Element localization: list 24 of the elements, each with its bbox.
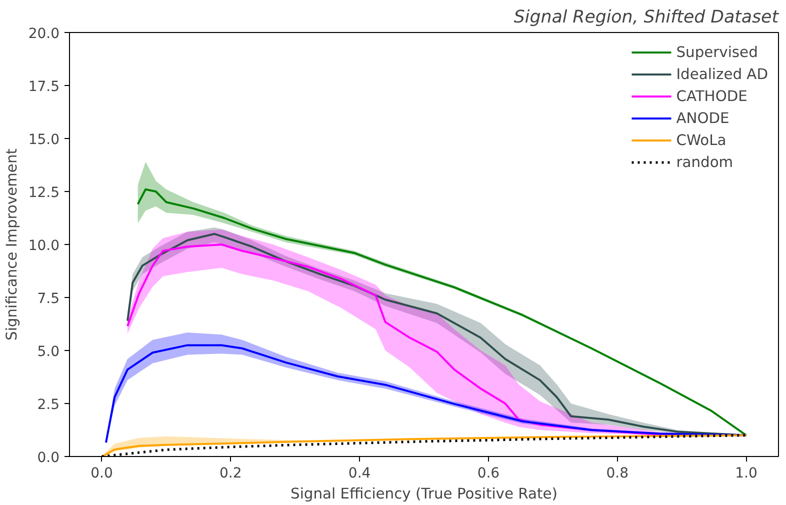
legend-label: random bbox=[676, 154, 734, 170]
chart-title: Signal Region, Shifted Dataset bbox=[514, 8, 780, 28]
y-tick-label: 2.5 bbox=[37, 397, 60, 413]
x-tick-label: 0.8 bbox=[606, 466, 628, 482]
y-tick-label: 0.0 bbox=[37, 450, 60, 466]
legend-label: Supervised bbox=[676, 44, 758, 60]
y-tick-label: 15.0 bbox=[28, 132, 60, 148]
y-tick-label: 7.5 bbox=[37, 291, 60, 307]
x-axis-title: Signal Efficiency (True Positive Rate) bbox=[290, 486, 558, 502]
legend-label: ANODE bbox=[676, 110, 730, 126]
x-tick-label: 0.2 bbox=[220, 466, 242, 482]
y-tick-label: 12.5 bbox=[28, 185, 60, 201]
legend-label: CATHODE bbox=[676, 88, 748, 104]
legend-label: Idealized AD bbox=[676, 66, 768, 82]
y-axis-title: Significance Improvement bbox=[3, 148, 20, 340]
y-tick-label: 10.0 bbox=[28, 238, 60, 254]
x-tick-label: 0.0 bbox=[90, 466, 113, 482]
legend-label: CWoLa bbox=[676, 132, 726, 148]
x-tick-label: 0.4 bbox=[348, 466, 371, 482]
x-tick-label: 0.6 bbox=[477, 466, 500, 482]
y-tick-label: 17.5 bbox=[28, 79, 60, 95]
y-tick-label: 5.0 bbox=[37, 344, 60, 360]
y-tick-label: 20.0 bbox=[28, 26, 60, 42]
x-tick-label: 1.0 bbox=[735, 466, 758, 482]
